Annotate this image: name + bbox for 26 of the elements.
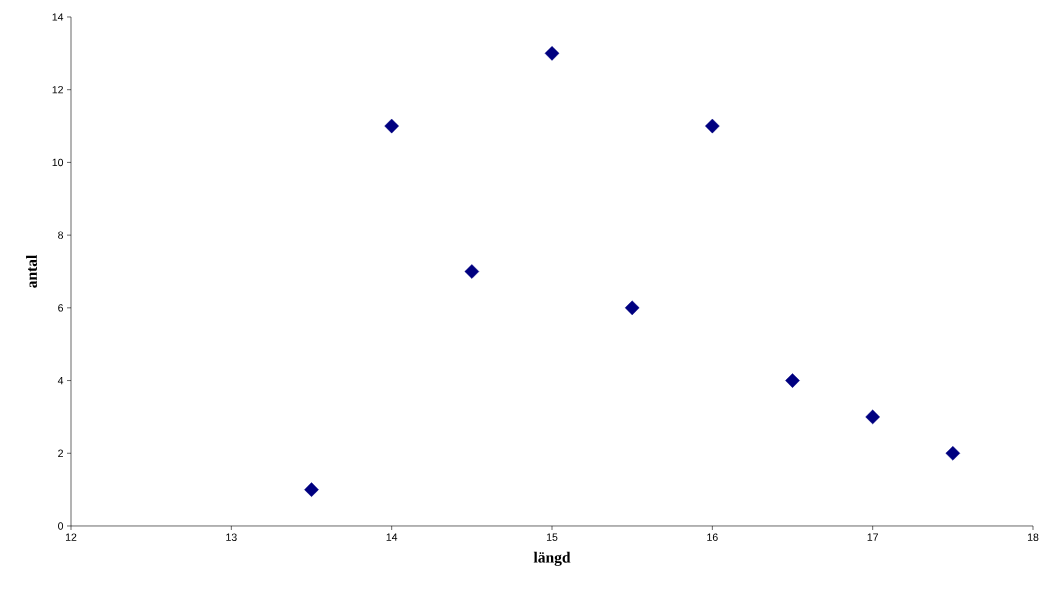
x-tick-label: 15 [546,533,558,541]
y-tick-label: 0 [58,522,64,530]
point [464,264,480,279]
x-tick-label: 18 [1027,533,1039,541]
y-tick-label: 8 [58,231,64,239]
y-tick-label: 6 [58,304,64,312]
point [865,409,880,425]
y-tick-label: 10 [52,158,64,167]
x-tick-label: 13 [226,533,237,541]
x-tick-label: 14 [386,533,398,541]
y-tick-label: 14 [52,13,64,21]
point [785,373,800,388]
point [304,482,319,497]
y-tick-label: 4 [57,376,64,385]
x-tick-label: 17 [867,533,878,541]
x-axis-title: längd [533,551,571,566]
y-tick-label: 12 [52,86,63,94]
x-tick-label: 12 [65,533,77,541]
point [624,300,640,316]
point [384,118,399,134]
y-tick-label: 2 [58,449,63,457]
point [544,46,560,61]
point [945,446,961,461]
y-axis-title: antal [26,254,37,288]
point [705,118,720,134]
x-tick-label: 16 [707,533,718,541]
